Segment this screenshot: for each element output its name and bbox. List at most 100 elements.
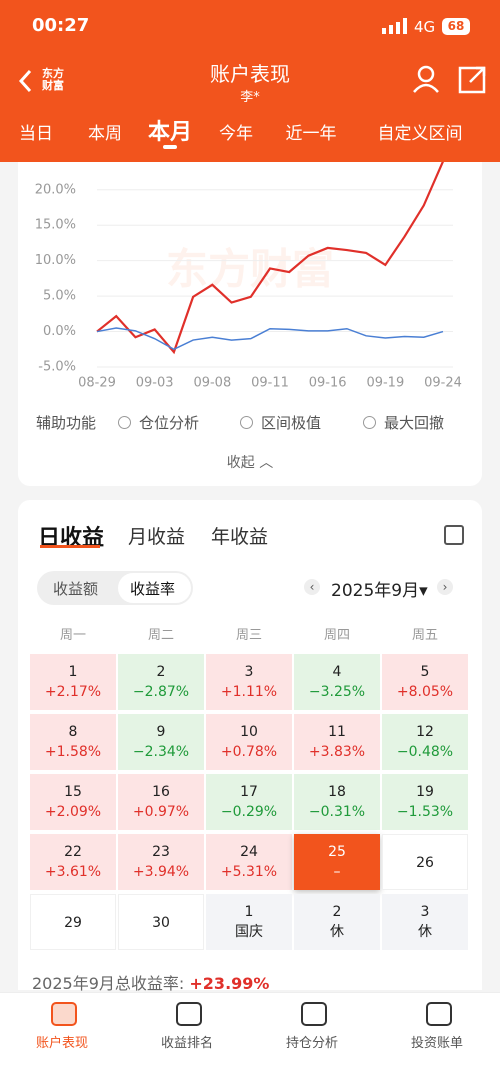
collapse-text: 收起: [226, 455, 255, 471]
calendar-day[interactable]: 1 国庆: [206, 894, 292, 950]
day-number: 15: [64, 784, 82, 800]
period-tab[interactable]: 当日: [19, 124, 53, 144]
x-tick-label: 09-24: [424, 376, 462, 391]
period-tab[interactable]: 本月: [147, 120, 193, 145]
helper-label: 辅助功能: [36, 414, 97, 432]
toggle-option[interactable]: 收益额: [53, 580, 99, 598]
earning-tab[interactable]: 月收益: [128, 526, 186, 548]
share-icon[interactable]: [444, 525, 464, 545]
period-tab[interactable]: 近一年: [285, 124, 337, 144]
y-tick-label: 15.0%: [35, 218, 76, 233]
calendar-day[interactable]: 29: [30, 894, 116, 950]
tab-underline: [40, 545, 100, 548]
network: 4G: [414, 18, 436, 36]
calendar-day[interactable]: 17 −0.29%: [206, 774, 292, 830]
month-picker[interactable]: 2025年9月▾: [331, 581, 428, 601]
period-tab[interactable]: 本周: [88, 124, 122, 144]
x-tick-label: 09-03: [136, 376, 174, 391]
month-prev[interactable]: ‹: [304, 579, 320, 595]
nav-icon[interactable]: [301, 1002, 327, 1026]
status-time: 00:27: [32, 15, 90, 36]
nav-label[interactable]: 投资账单: [410, 1036, 464, 1051]
earning-tab[interactable]: 年收益: [211, 526, 269, 548]
helper-option[interactable]: 仓位分析: [118, 412, 199, 433]
day-number: 12: [416, 724, 434, 740]
nav-label[interactable]: 账户表现: [35, 1036, 89, 1051]
day-number: 23: [152, 844, 170, 860]
calendar-day[interactable]: 3 +1.11%: [206, 654, 292, 710]
calendar-day[interactable]: 15 +2.09%: [30, 774, 116, 830]
day-return: +2.17%: [44, 684, 102, 700]
day-number: 9: [156, 724, 166, 740]
day-number: 18: [328, 784, 346, 800]
day-return: +5.31%: [220, 864, 278, 880]
day-number: 4: [332, 664, 342, 680]
day-return: +3.94%: [132, 864, 190, 880]
toggle-option[interactable]: 收益率: [130, 580, 176, 598]
calendar-day[interactable]: 11 +3.83%: [294, 714, 380, 770]
day-number: 26: [416, 855, 434, 871]
signal-icon: [382, 18, 407, 34]
day-return: −2.87%: [132, 684, 190, 700]
day-number: 8: [68, 724, 78, 740]
day-return: +0.97%: [132, 804, 190, 820]
calendar-day[interactable]: 22 +3.61%: [30, 834, 116, 890]
day-number: 22: [64, 844, 82, 860]
calendar-day[interactable]: 1 +2.17%: [30, 654, 116, 710]
calendar-day[interactable]: 4 −3.25%: [294, 654, 380, 710]
period-tab[interactable]: 自定义区间: [377, 124, 463, 144]
nav-icon[interactable]: [176, 1002, 202, 1026]
day-return: −3.25%: [308, 684, 366, 700]
weekday: 周四: [323, 628, 350, 643]
day-number: 2: [332, 904, 342, 920]
calendar-day[interactable]: 8 +1.58%: [30, 714, 116, 770]
nav-icon[interactable]: [426, 1002, 452, 1026]
calendar-day[interactable]: 26: [382, 834, 468, 890]
y-tick-label: 0.0%: [43, 324, 76, 339]
nav-icon[interactable]: [51, 1002, 77, 1026]
day-number: 10: [240, 724, 258, 740]
header-icons[interactable]: [412, 64, 488, 96]
day-number: 29: [64, 915, 82, 931]
radio: [363, 416, 376, 429]
day-number: 1: [244, 904, 254, 920]
day-number: 2: [156, 664, 166, 680]
month-next[interactable]: ›: [437, 579, 453, 595]
day-return: –: [333, 864, 341, 880]
day-return: −0.31%: [308, 804, 366, 820]
chart: 东方财富 -5.0% 0.0% 5.0% 10.0% 15.0% 20.0% 08-29 09…: [35, 161, 462, 391]
x-tick-label: 09-11: [251, 376, 289, 391]
calendar-day[interactable]: 12 −0.48%: [382, 714, 468, 770]
calendar-day[interactable]: 16 +0.97%: [118, 774, 204, 830]
nav-label[interactable]: 持仓分析: [285, 1036, 339, 1051]
nav-label[interactable]: 收益排名: [160, 1036, 214, 1051]
helper-option[interactable]: 最大回撤: [363, 412, 444, 433]
collapse-button[interactable]: 收起 ︿: [226, 455, 274, 471]
radio: [240, 416, 253, 429]
page-subtitle: 李*: [240, 90, 260, 105]
calendar-day[interactable]: 23 +3.94%: [118, 834, 204, 890]
helper-option[interactable]: 区间极值: [240, 412, 321, 433]
calendar-day[interactable]: 5 +8.05%: [382, 654, 468, 710]
calendar-day[interactable]: 30: [118, 894, 204, 950]
period-tab[interactable]: 今年: [219, 124, 253, 144]
back-button[interactable]: [16, 68, 36, 94]
data-line: [96, 161, 445, 355]
calendar-day[interactable]: 10 +0.78%: [206, 714, 292, 770]
day-number: 25: [328, 844, 346, 860]
day-number: 5: [420, 664, 430, 680]
day-number: 1: [68, 664, 78, 680]
calendar-day[interactable]: 9 −2.34%: [118, 714, 204, 770]
day-return: −0.29%: [220, 804, 278, 820]
calendar-day[interactable]: 24 +5.31%: [206, 834, 292, 890]
weekday: 周五: [411, 628, 438, 643]
calendar-day[interactable]: 18 −0.31%: [294, 774, 380, 830]
day-return: −2.34%: [132, 744, 190, 760]
calendar-day[interactable]: 19 −1.53%: [382, 774, 468, 830]
calendar-day[interactable]: 2 −2.87%: [118, 654, 204, 710]
y-tick-label: 20.0%: [35, 182, 76, 197]
calendar-day[interactable]: 25 –: [294, 834, 380, 890]
weekday: 周三: [235, 628, 262, 643]
